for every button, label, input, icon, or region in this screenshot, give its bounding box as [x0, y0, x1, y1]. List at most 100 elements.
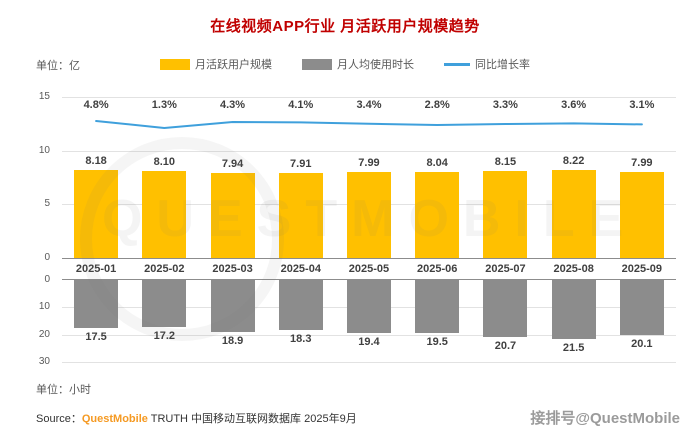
- y-axis-tick: 15: [38, 91, 50, 102]
- duration-column: 21.5: [540, 280, 608, 362]
- chart-title: 在线视频APP行业 月活跃用户规模趋势: [210, 18, 480, 35]
- duration-bar: [483, 280, 528, 337]
- y-axis-tick: 10: [38, 301, 50, 313]
- duration-column: 20.7: [471, 280, 539, 362]
- duration-value-label: 17.5: [85, 330, 107, 343]
- top-y-axis: 0 5 10 15: [28, 91, 56, 263]
- mau-value-label: 8.22: [562, 154, 585, 167]
- duration-column: 19.5: [403, 280, 471, 362]
- duration-value-label: 19.4: [358, 336, 380, 349]
- legend-item-mau: 月活跃用户规模: [160, 56, 272, 72]
- mau-bar: [142, 171, 187, 258]
- y-axis-tick: 5: [44, 198, 50, 210]
- mau-value-label: 8.04: [426, 156, 448, 169]
- mau-column: 2.8% 8.04: [403, 97, 471, 258]
- growth-rate-value: 3.1%: [629, 99, 655, 111]
- growth-rate-value: 4.1%: [288, 99, 314, 111]
- chart-area: 0 5 10 15 4.8% 8.18 1.3% 8.10 4.3% 7.94 4.1% 7.91 3…: [39, 91, 676, 367]
- mau-column: 4.8% 8.18: [62, 97, 130, 258]
- mau-bar: [415, 171, 460, 258]
- source-line: Source：QuestMobile TRUTH 中国移动互联网数据库 2025…: [36, 410, 357, 426]
- duration-column: 17.5: [62, 280, 130, 362]
- duration-value-label: 18.3: [290, 333, 312, 346]
- duration-column: 20.1: [608, 280, 676, 362]
- mau-column: 3.4% 7.99: [335, 97, 403, 258]
- mau-bar: [619, 172, 664, 258]
- x-axis-label: 2025-06: [417, 263, 458, 275]
- mau-value-label: 7.99: [358, 157, 380, 170]
- gridline: [62, 334, 676, 336]
- growth-line-swatch-icon: [444, 62, 470, 66]
- mau-column: 4.3% 7.94: [198, 97, 266, 258]
- gridline: [62, 150, 676, 152]
- mau-column: 3.3% 8.15: [471, 97, 539, 258]
- growth-rate-value: 2.8%: [424, 99, 450, 111]
- duration-bar: [346, 280, 391, 334]
- gridline: [62, 362, 676, 363]
- growth-rate-value: 3.6%: [561, 99, 587, 111]
- y-axis-tick: 0: [44, 252, 50, 263]
- duration-bar: [415, 280, 460, 334]
- mau-swatch-icon: [160, 58, 190, 70]
- x-axis-label: 2025-01: [75, 263, 117, 275]
- y-axis-tick: 10: [38, 144, 50, 156]
- duration-value-label: 18.9: [221, 334, 244, 347]
- mau-column: 3.1% 7.99: [608, 97, 676, 258]
- source-suffix: TRUTH 中国移动互联网数据库 2025年9月: [147, 413, 357, 425]
- duration-value-label: 17.2: [153, 330, 176, 342]
- unit-label-top: 单位：亿: [36, 60, 80, 72]
- mau-bar: [551, 169, 596, 258]
- duration-value-label: 19.5: [426, 336, 448, 349]
- mau-bar: [210, 172, 255, 258]
- x-axis-label: 2025-08: [553, 263, 594, 275]
- mau-value-label: 8.15: [494, 155, 517, 168]
- legend-item-growth: 同比增长率: [444, 56, 530, 72]
- growth-rate-value: 4.8%: [83, 99, 109, 111]
- y-axis-tick: 30: [38, 356, 50, 367]
- mau-value-label: 7.99: [631, 157, 653, 170]
- x-axis-label: 2025-07: [485, 263, 526, 275]
- growth-rate-value: 4.3%: [220, 99, 246, 111]
- mau-column: 3.6% 8.22: [540, 97, 608, 258]
- x-axis-label: 2025-04: [280, 263, 321, 275]
- y-axis-tick: 0: [44, 274, 50, 285]
- mau-column: 4.1% 7.91: [267, 97, 335, 258]
- gridline: [62, 97, 676, 98]
- duration-bar: [142, 280, 187, 327]
- mau-bar-plot: 0 5 10 15 4.8% 8.18 1.3% 8.10 4.3% 7.94 4.1% 7.91 3…: [39, 91, 676, 263]
- mau-bar: [74, 170, 119, 258]
- duration-value-label: 20.1: [631, 337, 653, 350]
- duration-bar: [210, 280, 255, 332]
- duration-column: 18.3: [267, 280, 335, 362]
- mau-bar: [278, 173, 323, 258]
- duration-bar: [278, 280, 323, 331]
- duration-bar-plot: 0 10 20 30 17.5 17.2 18.9 18.3 19.4 19.5 20.7 21.5…: [39, 274, 676, 367]
- legend-label-duration: 月人均使用时长: [337, 59, 414, 71]
- mau-bar: [346, 172, 391, 258]
- x-axis-label: 2025-09: [621, 263, 663, 275]
- x-axis: 2025-01 2025-02 2025-03 2025-04 2025-05 2025-…: [62, 259, 676, 280]
- duration-value-label: 20.7: [494, 339, 517, 352]
- legend-label-mau: 月活跃用户规模: [195, 59, 272, 71]
- x-axis-label: 2025-02: [144, 263, 185, 275]
- duration-bar: [74, 280, 119, 328]
- duration-bar: [619, 280, 664, 335]
- source-prefix: Source：: [36, 413, 82, 425]
- mau-bar: [483, 170, 528, 258]
- x-axis-label: 2025-05: [348, 263, 390, 275]
- duration-column: 19.4: [335, 280, 403, 362]
- duration-swatch-icon: [302, 58, 332, 70]
- mau-value-label: 8.10: [153, 156, 176, 169]
- mau-value-label: 8.18: [85, 155, 107, 168]
- mau-value-label: 7.91: [290, 158, 312, 171]
- growth-rate-value: 3.4%: [356, 99, 382, 111]
- corner-watermark: 接排号@QuestMobile: [530, 410, 680, 427]
- legend: 月活跃用户规模 月人均使用时长 同比增长率: [0, 56, 690, 72]
- duration-value-label: 21.5: [562, 341, 585, 354]
- duration-bar: [551, 280, 596, 339]
- growth-rate-value: 1.3%: [151, 99, 177, 111]
- x-axis-label: 2025-03: [212, 263, 253, 275]
- growth-rate-value: 3.3%: [492, 99, 518, 111]
- source-brand: QuestMobile: [81, 413, 148, 425]
